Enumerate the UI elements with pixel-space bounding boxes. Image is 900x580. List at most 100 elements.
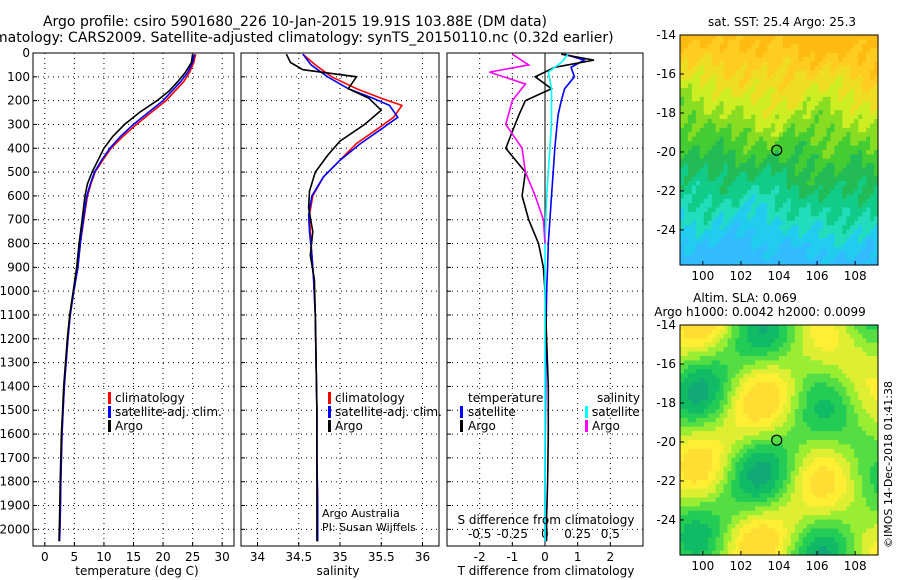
- map-cell: [703, 470, 709, 476]
- map-cell: [751, 364, 756, 370]
- map-cell: [707, 114, 713, 120]
- map-cell: [850, 251, 855, 257]
- map-cell: [838, 114, 843, 120]
- map-cell: [806, 194, 812, 200]
- map-cell: [683, 364, 689, 370]
- map-cell: [751, 242, 756, 248]
- map-cell: [798, 52, 804, 58]
- map-cell: [707, 256, 713, 262]
- map-cell: [862, 57, 867, 63]
- map-cell: [798, 167, 804, 173]
- map-cell: [794, 220, 800, 226]
- map-cell: [711, 260, 717, 266]
- map-cell: [747, 145, 752, 151]
- map-cell: [782, 355, 788, 361]
- map-cell: [680, 96, 685, 102]
- map-cell: [846, 127, 851, 133]
- map-cell: [715, 338, 721, 344]
- map-cell: [703, 431, 709, 437]
- map-cell: [687, 355, 693, 361]
- map-cell: [751, 180, 756, 186]
- map-cell: [731, 220, 737, 226]
- map-cell: [767, 225, 772, 231]
- map-cell: [822, 127, 828, 133]
- map-cell: [739, 234, 744, 240]
- map-cell: [798, 247, 804, 253]
- map-cell: [691, 351, 697, 357]
- map-cell: [842, 506, 847, 512]
- map-cell: [731, 435, 737, 441]
- map-cell: [747, 96, 752, 102]
- map-cell: [838, 185, 843, 191]
- map-cell: [775, 404, 780, 410]
- map-cell: [731, 39, 737, 45]
- map-cell: [826, 242, 832, 248]
- y-tick-label: 1800: [0, 475, 30, 489]
- map-cell: [798, 382, 804, 388]
- map-cell: [790, 180, 796, 186]
- map-cell: [782, 234, 788, 240]
- map-cell: [842, 435, 847, 441]
- map-cell: [842, 225, 847, 231]
- map-cell: [723, 488, 729, 494]
- map-cell: [866, 342, 871, 348]
- map-cell: [739, 185, 744, 191]
- map-cell: [834, 391, 839, 397]
- map-cell: [691, 479, 697, 485]
- map-cell: [858, 497, 863, 503]
- map-cell: [711, 493, 717, 499]
- map-cell: [699, 506, 705, 512]
- map-cell: [739, 110, 744, 116]
- map-cell: [711, 466, 717, 472]
- y-tick-label: 1000: [0, 284, 30, 298]
- map-cell: [786, 497, 792, 503]
- map-cell: [695, 198, 701, 204]
- map-cell: [786, 493, 792, 499]
- map-cell: [687, 431, 693, 437]
- map-cell: [790, 501, 796, 507]
- map-cell: [834, 203, 839, 209]
- map-cell: [810, 61, 816, 67]
- map-cell: [703, 426, 709, 432]
- map-cell: [818, 338, 824, 344]
- map-cell: [850, 88, 855, 94]
- map-cell: [743, 141, 748, 147]
- map-cell: [699, 484, 705, 490]
- map-cell: [862, 43, 867, 49]
- map-cell: [719, 203, 725, 209]
- map-cell: [771, 435, 776, 441]
- map-cell: [790, 466, 796, 472]
- map-cell: [870, 234, 875, 240]
- map-cell: [743, 132, 748, 138]
- map-cell: [715, 61, 721, 67]
- map-cell: [779, 256, 784, 262]
- map-cell: [818, 329, 824, 335]
- map-cell: [759, 39, 764, 45]
- map-cell: [735, 158, 740, 164]
- map-cell: [862, 185, 867, 191]
- map-cell: [818, 207, 824, 213]
- map-cell: [715, 216, 721, 222]
- map-cell: [842, 74, 847, 80]
- map-cell: [695, 431, 701, 437]
- map-cell: [782, 65, 788, 71]
- map-cell: [862, 123, 867, 129]
- map-cell: [862, 448, 867, 454]
- map-cell: [834, 132, 839, 138]
- map-cell: [763, 79, 768, 85]
- map-cell: [806, 52, 812, 58]
- map-cell: [870, 256, 875, 262]
- map-cell: [782, 127, 788, 133]
- map-cell: [727, 39, 733, 45]
- map-cell: [782, 176, 788, 182]
- map-cell: [822, 194, 828, 200]
- map-cell: [854, 409, 859, 415]
- map-cell: [779, 386, 784, 392]
- map-cell: [802, 260, 808, 266]
- map-cell: [680, 333, 685, 339]
- map-cell: [854, 207, 859, 213]
- map-cell: [858, 435, 863, 441]
- map-cell: [798, 220, 804, 226]
- map-cell: [874, 52, 879, 58]
- map-cell: [683, 132, 689, 138]
